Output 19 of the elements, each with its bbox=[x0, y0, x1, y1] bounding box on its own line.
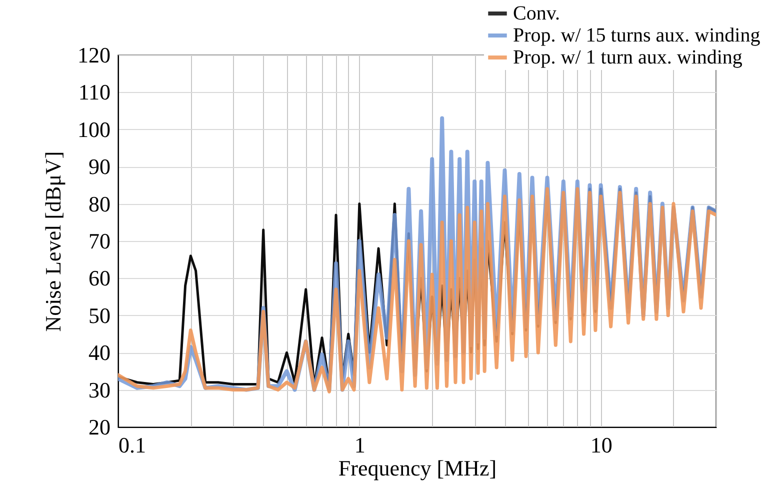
y-tick-label: 120 bbox=[78, 42, 110, 68]
x-tick-label: 1 bbox=[354, 432, 366, 458]
x-tick-label: 10 bbox=[590, 432, 612, 458]
legend-label: Conv. bbox=[513, 2, 560, 24]
y-axis-title: Noise Level [dBμV] bbox=[40, 151, 66, 332]
y-tick-label: 40 bbox=[88, 340, 110, 366]
legend-label: Prop. w/ 1 turn aux. winding bbox=[513, 46, 742, 68]
y-tick-label: 50 bbox=[88, 302, 110, 328]
y-tick-label: 100 bbox=[78, 116, 110, 142]
x-axis-title: Frequency [MHz] bbox=[338, 456, 497, 480]
x-tick-label: 0.1 bbox=[118, 432, 146, 458]
legend-label: Prop. w/ 15 turns aux. winding bbox=[513, 24, 760, 46]
y-tick-label: 60 bbox=[88, 266, 110, 291]
y-tick-label: 20 bbox=[88, 414, 110, 440]
y-tick-label: 110 bbox=[78, 80, 110, 105]
y-tick-label: 80 bbox=[88, 191, 110, 216]
y-tick-label: 70 bbox=[88, 228, 110, 254]
y-tick-label: 30 bbox=[88, 377, 110, 402]
y-tick-label: 90 bbox=[88, 154, 110, 180]
